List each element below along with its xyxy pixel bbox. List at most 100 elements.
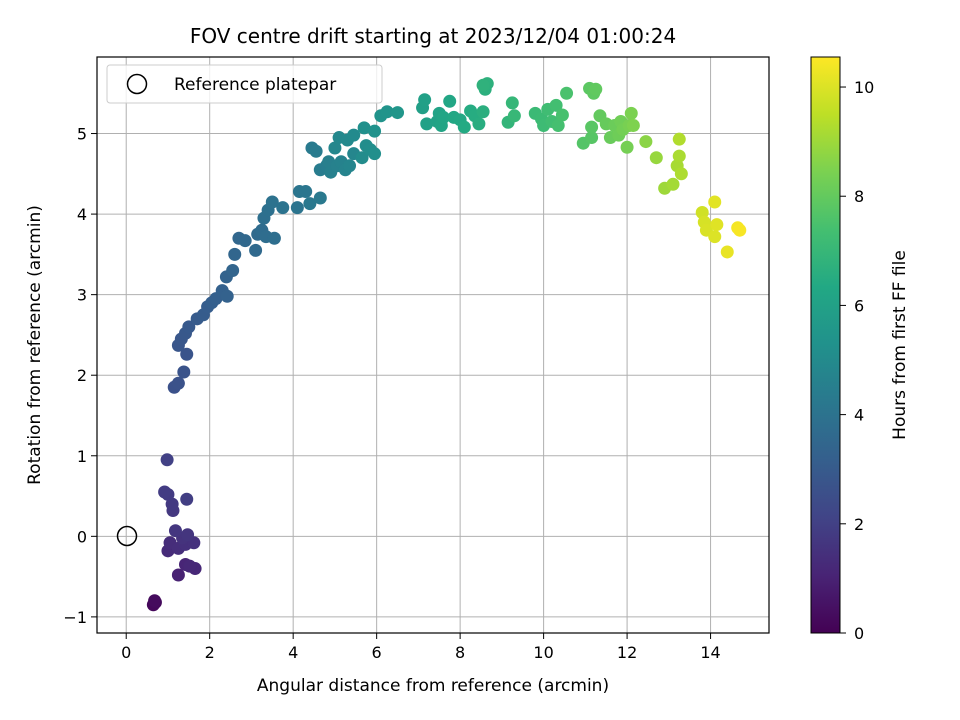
data-point: [267, 231, 281, 245]
data-point: [674, 167, 688, 181]
data-point: [226, 263, 240, 277]
data-point: [733, 223, 747, 237]
data-point: [476, 105, 490, 119]
y-tick-label: 0: [77, 527, 87, 546]
x-tick-label: 0: [121, 643, 131, 662]
data-point: [238, 234, 252, 248]
y-tick-label: 4: [77, 205, 87, 224]
data-point: [182, 320, 196, 334]
data-point: [177, 365, 191, 379]
data-point: [343, 159, 357, 173]
legend-box: [106, 64, 383, 104]
data-point: [180, 347, 194, 361]
plot-frame: [96, 56, 770, 634]
colorbar-tick-label: 10: [854, 78, 874, 97]
data-point: [436, 110, 450, 124]
data-point: [380, 105, 394, 119]
data-point: [148, 594, 162, 608]
x-tick-label: 12: [617, 643, 637, 662]
x-tick-label: 14: [700, 643, 720, 662]
data-point: [391, 106, 405, 120]
legend-label: Reference platepar: [174, 75, 336, 95]
data-point: [549, 98, 563, 112]
data-point: [171, 376, 185, 390]
data-point: [710, 218, 724, 232]
data-point: [303, 197, 317, 211]
x-axis-label: Angular distance from reference (arcmin): [257, 676, 609, 696]
colorbar-tick-label: 2: [854, 515, 864, 534]
data-point: [708, 230, 722, 244]
y-tick-label: 3: [77, 286, 87, 305]
data-point: [183, 559, 197, 573]
data-point: [368, 124, 382, 138]
data-point: [443, 94, 457, 108]
data-point: [180, 492, 194, 506]
x-tick-label: 6: [372, 643, 382, 662]
data-point: [328, 141, 342, 155]
data-point: [626, 118, 640, 132]
data-point: [171, 568, 185, 582]
data-point: [355, 151, 369, 165]
data-point: [589, 82, 603, 96]
y-tick-label: −1: [63, 608, 87, 627]
x-tick-label: 4: [288, 643, 298, 662]
y-axis-ticks: −1 0 1 2 3 4 5: [63, 125, 97, 627]
grid-lines: [97, 57, 769, 633]
data-point: [420, 117, 434, 131]
y-tick-label: 1: [77, 447, 87, 466]
data-point: [357, 121, 371, 135]
colorbar-gradient: [810, 56, 841, 634]
data-point: [649, 151, 663, 165]
data-point: [551, 118, 565, 132]
y-tick-label: 5: [77, 125, 87, 144]
x-tick-label: 8: [455, 643, 465, 662]
data-point: [220, 289, 234, 303]
x-axis-ticks: 0 2 4 6 8 10 12 14: [121, 633, 721, 662]
data-point: [299, 185, 313, 199]
data-point: [418, 93, 432, 107]
data-point: [472, 117, 486, 131]
data-point: [457, 120, 471, 134]
data-point: [720, 245, 734, 259]
data-point: [290, 201, 304, 215]
x-tick-label: 10: [533, 643, 553, 662]
x-tick-label: 2: [205, 643, 215, 662]
reference-point-marker: [116, 525, 138, 547]
data-point: [265, 195, 279, 209]
data-point: [695, 205, 709, 219]
colorbar: 0 2 4 6 8 10 Hours from first FF file: [810, 56, 910, 643]
data-point: [181, 528, 195, 542]
chart-title: FOV centre drift starting at 2023/12/04 …: [190, 24, 676, 48]
data-point: [620, 140, 634, 154]
colorbar-tick-label: 8: [854, 187, 864, 206]
colorbar-tick-label: 0: [854, 624, 864, 643]
data-point: [560, 86, 574, 100]
data-point: [160, 453, 174, 467]
colorbar-tick-label: 4: [854, 406, 864, 425]
data-point: [672, 149, 686, 163]
data-point: [249, 243, 263, 257]
data-point: [347, 128, 361, 142]
data-point: [368, 147, 382, 161]
data-point: [639, 135, 653, 149]
colorbar-ticks: 0 2 4 6 8 10: [840, 78, 874, 643]
data-point: [672, 132, 686, 146]
y-tick-label: 2: [77, 366, 87, 385]
data-point: [555, 108, 569, 122]
colorbar-label: Hours from first FF file: [890, 250, 910, 440]
data-point: [158, 485, 172, 499]
data-point: [168, 524, 182, 538]
data-point: [585, 131, 599, 145]
data-points: [146, 77, 747, 612]
data-point: [507, 109, 521, 123]
data-point: [276, 201, 290, 215]
colorbar-tick-label: 6: [854, 296, 864, 315]
data-point: [313, 191, 327, 205]
data-point: [309, 144, 323, 158]
data-point: [708, 195, 722, 209]
data-point: [624, 106, 638, 120]
data-point: [228, 247, 242, 261]
y-axis-label: Rotation from reference (arcmin): [25, 205, 45, 485]
data-point: [505, 96, 519, 110]
